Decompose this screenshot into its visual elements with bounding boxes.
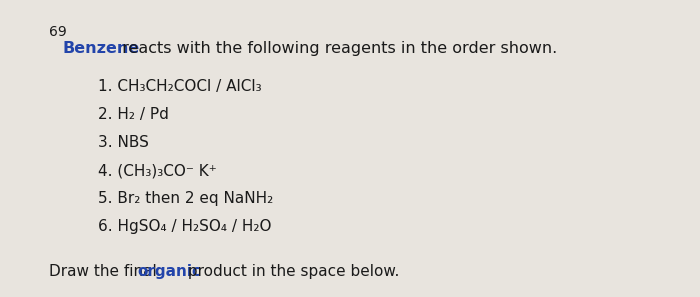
Text: Benzene: Benzene [63, 41, 140, 56]
Text: 3. NBS: 3. NBS [98, 135, 149, 150]
Text: 69: 69 [49, 25, 66, 39]
Text: organic: organic [137, 264, 201, 279]
Text: 5. Br₂ then 2 eq NaNH₂: 5. Br₂ then 2 eq NaNH₂ [98, 191, 273, 206]
Text: Draw the final: Draw the final [49, 264, 162, 279]
Text: 6. HgSO₄ / H₂SO₄ / H₂O: 6. HgSO₄ / H₂SO₄ / H₂O [98, 219, 272, 234]
Text: 1. CH₃CH₂COCl / AlCl₃: 1. CH₃CH₂COCl / AlCl₃ [98, 79, 262, 94]
Text: 4. (CH₃)₃CO⁻ K⁺: 4. (CH₃)₃CO⁻ K⁺ [98, 163, 217, 178]
Text: reacts with the following reagents in the order shown.: reacts with the following reagents in th… [117, 41, 557, 56]
Text: 2. H₂ / Pd: 2. H₂ / Pd [98, 107, 169, 122]
Text: product in the space below.: product in the space below. [183, 264, 400, 279]
